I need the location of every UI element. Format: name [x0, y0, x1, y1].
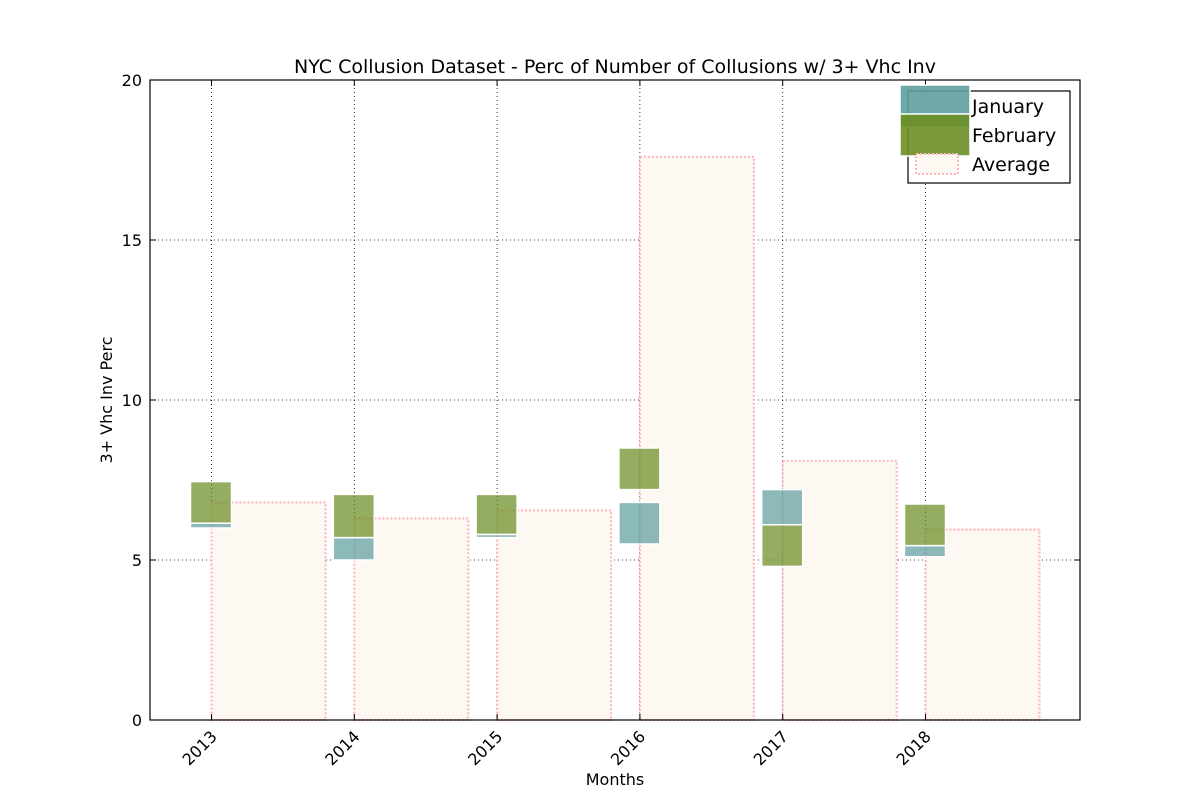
x-axis-label: Months: [586, 770, 644, 789]
x-tick-label: 2013: [178, 727, 220, 769]
y-tick-label: 5: [132, 551, 142, 570]
chart-title: NYC Collusion Dataset - Perc of Number o…: [294, 56, 936, 78]
legend-label: February: [972, 125, 1056, 147]
february-box: [760, 524, 804, 568]
month-boxes: [189, 447, 947, 568]
legend-swatch: [899, 113, 971, 157]
february-box: [618, 447, 661, 491]
february-box: [475, 493, 518, 536]
x-tick-label: 2015: [464, 727, 506, 769]
legend-swatch: [915, 153, 959, 175]
x-tick-label: 2014: [321, 727, 363, 769]
january-box: [760, 488, 804, 526]
january-box: [618, 501, 661, 545]
january-box: [332, 536, 376, 561]
y-tick-label: 15: [122, 231, 142, 250]
y-tick-label: 20: [122, 71, 142, 90]
average-bar: [638, 155, 756, 722]
february-box: [189, 480, 233, 524]
february-box: [332, 493, 376, 539]
x-tick-label: 2016: [607, 727, 649, 769]
x-tick-label: 2018: [892, 727, 934, 769]
average-bar: [496, 509, 613, 722]
average-bar: [210, 501, 327, 722]
legend-label: January: [971, 96, 1044, 118]
y-tick-label: 0: [132, 711, 142, 730]
legend-label: Average: [972, 154, 1050, 176]
average-bars: [210, 155, 1041, 722]
february-box: [903, 503, 947, 547]
y-tick-label: 10: [122, 391, 142, 410]
y-axis-label: 3+ Vhc Inv Perc: [97, 337, 116, 464]
january-box: [903, 544, 947, 558]
average-bar: [924, 528, 1041, 722]
x-tick-label: 2017: [750, 727, 792, 769]
legend: January February Average: [899, 84, 1071, 184]
